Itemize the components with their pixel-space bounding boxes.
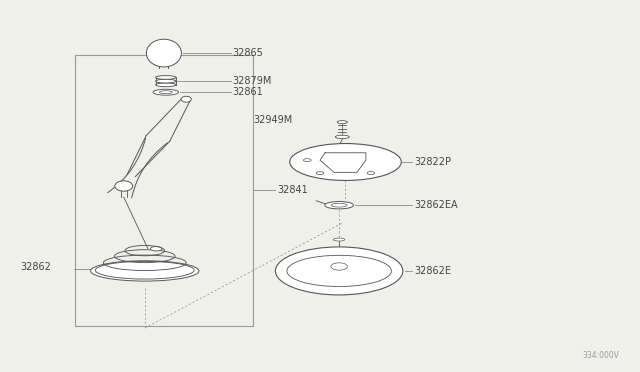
Ellipse shape xyxy=(156,83,176,87)
Text: 32862: 32862 xyxy=(20,262,51,272)
Ellipse shape xyxy=(156,76,176,79)
Text: 32862EA: 32862EA xyxy=(414,200,458,210)
Ellipse shape xyxy=(324,202,353,209)
Text: 32879M: 32879M xyxy=(233,76,272,86)
Ellipse shape xyxy=(275,247,403,295)
Ellipse shape xyxy=(150,247,162,251)
Text: 32865: 32865 xyxy=(233,48,264,58)
Text: 32861: 32861 xyxy=(233,87,264,97)
Ellipse shape xyxy=(159,91,172,94)
Ellipse shape xyxy=(303,159,311,161)
Ellipse shape xyxy=(290,144,401,180)
Ellipse shape xyxy=(331,203,347,207)
Ellipse shape xyxy=(91,261,199,281)
Ellipse shape xyxy=(333,238,345,241)
Ellipse shape xyxy=(153,89,179,95)
Ellipse shape xyxy=(331,263,348,270)
Text: 32862E: 32862E xyxy=(414,266,451,276)
Ellipse shape xyxy=(181,96,191,102)
Ellipse shape xyxy=(316,171,324,174)
Ellipse shape xyxy=(367,171,375,174)
Ellipse shape xyxy=(156,79,176,83)
Text: 32822P: 32822P xyxy=(414,157,451,167)
Text: 32949M: 32949M xyxy=(253,115,292,125)
Text: 334:000V: 334:000V xyxy=(582,351,620,360)
Ellipse shape xyxy=(337,121,348,124)
Bar xyxy=(75,55,253,326)
Ellipse shape xyxy=(147,39,181,67)
Text: 32841: 32841 xyxy=(277,185,308,195)
Ellipse shape xyxy=(115,181,132,191)
Ellipse shape xyxy=(335,135,349,138)
